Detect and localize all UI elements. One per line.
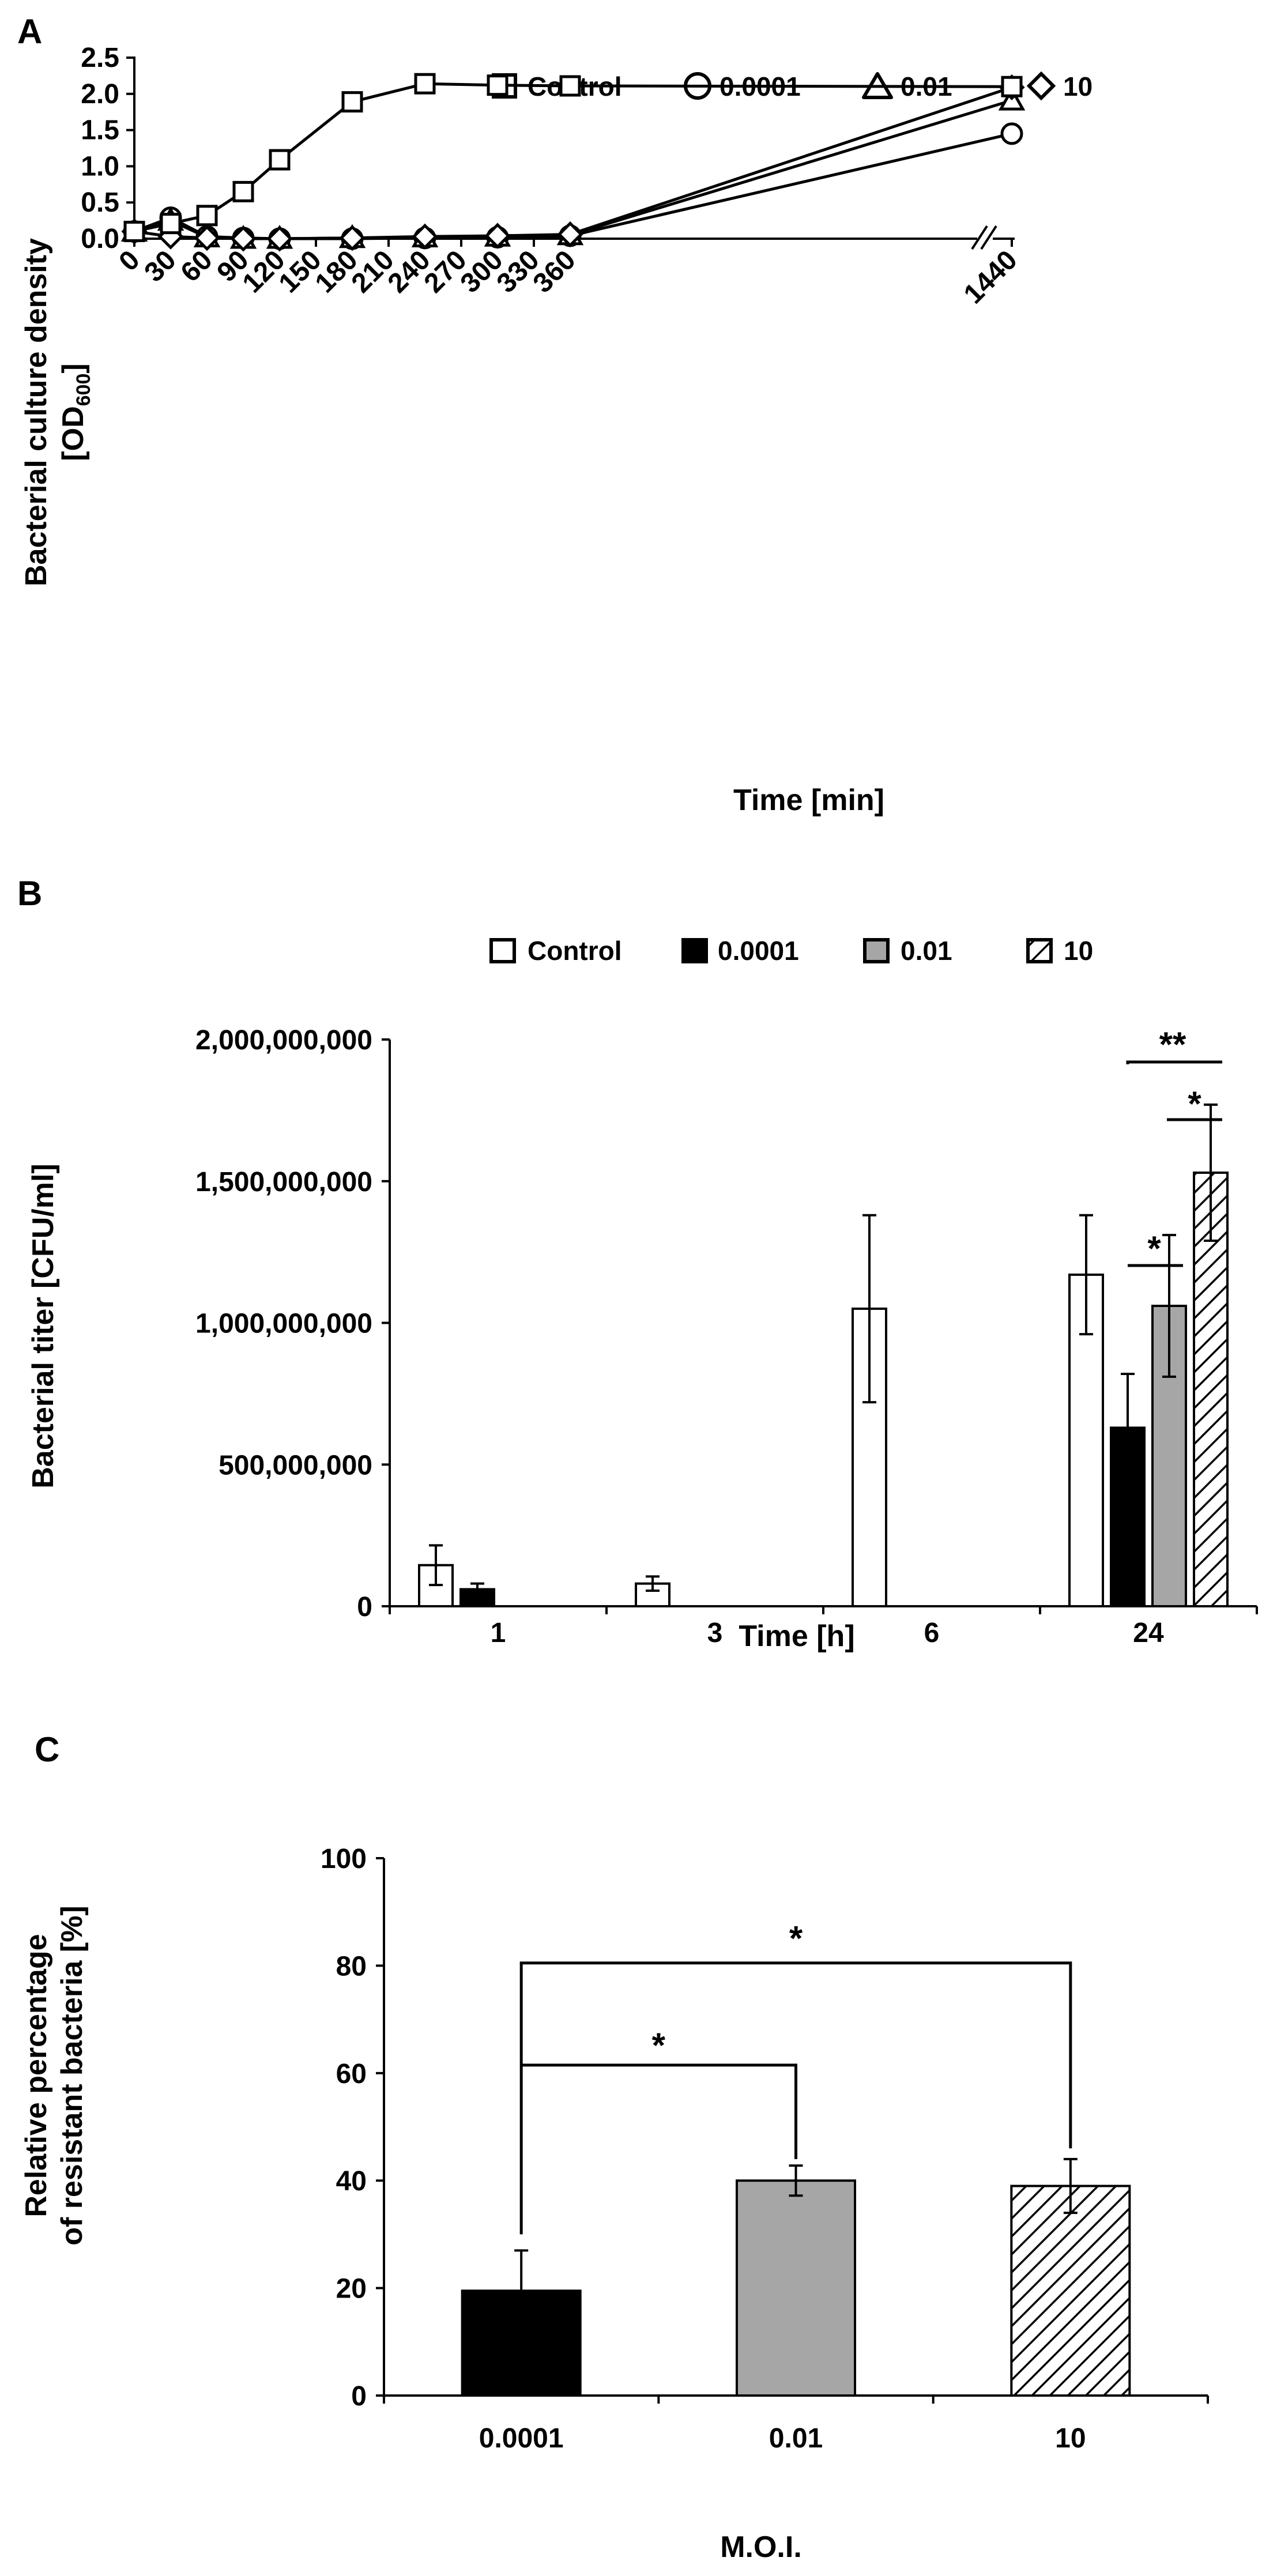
- panel-letter-c: C: [35, 1730, 59, 1769]
- data-point-10: [266, 225, 293, 252]
- y-axis-title-c-line2: of resistant bacteria [%]: [55, 1905, 89, 2246]
- legend-b-0.01-swatch: [863, 938, 890, 963]
- y-tick-label-c: 0: [351, 2381, 367, 2412]
- x-tick-label-c: 10: [1055, 2423, 1086, 2454]
- series-line-0.01: [134, 99, 1012, 240]
- y-axis-title-b: Bacterial titer [CFU/ml]: [27, 1163, 60, 1488]
- y-tick-label-c: 100: [321, 1844, 367, 1874]
- panel-letter-a: A: [17, 12, 42, 51]
- legend-b: Control 0.0001 0.01 10: [489, 936, 1093, 966]
- panel-a: A Control 0.0001 0.01 10 Bacterial cultu…: [17, 12, 1093, 817]
- x-tick-label-b: 6: [924, 1618, 940, 1648]
- data-point-Control: [123, 220, 145, 242]
- annotations-c: **: [519, 1919, 1072, 2235]
- y-axis-title-b-text: Bacterial titer [CFU/ml]: [27, 1163, 60, 1488]
- significance-star-0.0001-vs-0.01: *: [652, 2026, 666, 2065]
- data-point-10: [484, 223, 511, 249]
- legend-b-control-label: Control: [528, 936, 622, 966]
- y-axis-title-a-line1: Bacterial culture density: [20, 238, 53, 586]
- significance-star-0.01-vs-10: *: [1188, 1084, 1201, 1123]
- y-axis-title-c: Relative percentage of resistant bacteri…: [20, 1905, 89, 2246]
- data-point-10: [230, 225, 257, 252]
- y-tick-label-a: 0.5: [81, 187, 119, 218]
- y-tick-label-b: 500,000,000: [219, 1450, 372, 1481]
- y-tick-label-a: 0.0: [81, 224, 119, 254]
- data-point-Control: [160, 213, 182, 235]
- x-tick-label-b: 1: [491, 1618, 506, 1648]
- data-point-Control: [559, 75, 581, 97]
- series-a: [120, 73, 1026, 252]
- y-tick-label-b: 1,000,000,000: [195, 1309, 372, 1339]
- bar-0.01: [736, 2179, 856, 2397]
- y-axis-title-c-line1: Relative percentage: [20, 1934, 53, 2217]
- y-tick-label-a: 1.5: [81, 115, 119, 146]
- series-line-10: [134, 86, 1012, 240]
- series-line-Control: [134, 82, 1012, 233]
- y-axis-title-a-line2: [OD600]: [56, 363, 95, 461]
- significance-bracket-0.0001-vs-10: [519, 1961, 1072, 2149]
- legend-b-control-swatch: [489, 938, 516, 963]
- data-point-Control: [487, 74, 508, 96]
- x-tick-label-c: 0.0001: [479, 2423, 564, 2454]
- significance-bracket-0.0001-vs-10: [1126, 1060, 1222, 1064]
- significance-star-0.0001-vs-10: *: [789, 1919, 803, 1958]
- panel-letter-b: B: [17, 874, 42, 913]
- y-tick-label-c: 20: [336, 2274, 367, 2304]
- legend-a-10-label: 10: [1063, 71, 1093, 101]
- significance-star-0.0001-vs-0.01: *: [1147, 1229, 1161, 1268]
- axis-break-mark-1: [971, 225, 988, 250]
- axis-break-mark-2: [980, 225, 997, 250]
- series-line-0.0001: [134, 132, 1012, 240]
- x-tick-label-b: 24: [1133, 1618, 1164, 1648]
- y-tick-label-b: 2,000,000,000: [195, 1025, 372, 1056]
- y-tick-label-a: 2.0: [81, 79, 119, 110]
- y-tick-label-c: 40: [336, 2166, 367, 2197]
- data-point-0.0001: [1000, 122, 1023, 145]
- legend-a-10-marker: [1026, 71, 1056, 101]
- y-axis-title-a: Bacterial culture density [OD600]: [20, 238, 95, 586]
- x-tick-label-c: 0.01: [769, 2423, 823, 2454]
- legend-b-0.0001-swatch: [681, 938, 708, 963]
- x-axis-title-a: Time [min]: [733, 784, 884, 817]
- legend-b-10-swatch: [1026, 938, 1053, 963]
- y-tick-label-a: 1.0: [81, 151, 119, 182]
- significance-star-0.0001-vs-10: **: [1159, 1025, 1186, 1064]
- x-axis-title-b: Time [h]: [739, 1620, 854, 1653]
- panel-b: B Control 0.0001 0.01 10 Bacterial titer…: [17, 874, 1258, 1653]
- data-point-10: [339, 225, 366, 251]
- data-point-Control: [341, 91, 363, 113]
- y-tick-label-b: 0: [357, 1592, 372, 1622]
- x-axis-title-c: M.O.I.: [720, 2530, 802, 2564]
- bar-10-24: [1193, 1172, 1229, 1607]
- x-tick-label-a: 360: [528, 244, 582, 299]
- significance-bracket-0.0001-vs-0.01: [519, 2063, 797, 2235]
- x-tick-label-a: 1440: [958, 244, 1023, 310]
- data-point-Control: [414, 73, 436, 95]
- bars-b: [418, 1104, 1229, 1608]
- legend-b-0.0001-label: 0.0001: [718, 936, 799, 966]
- data-point-Control: [1001, 76, 1023, 97]
- data-point-Control: [196, 205, 218, 227]
- data-point-10: [194, 225, 220, 251]
- bar-10: [1010, 2185, 1131, 2397]
- data-point-Control: [232, 180, 254, 202]
- legend-b-0.01-label: 0.01: [901, 936, 952, 966]
- bars-c: [461, 2157, 1131, 2397]
- y-tick-label-c: 60: [336, 2059, 367, 2089]
- data-point-Control: [269, 149, 291, 171]
- panel-c: C Relative percentage of resistant bacte…: [20, 1730, 1209, 2564]
- data-point-10: [412, 223, 438, 250]
- annotations-b: ****: [1126, 1025, 1222, 1268]
- y-tick-label-a: 2.5: [81, 43, 119, 73]
- y-tick-label-c: 80: [336, 1951, 367, 1982]
- x-tick-label-b: 3: [707, 1618, 723, 1648]
- y-tick-label-b: 1,500,000,000: [195, 1167, 372, 1197]
- legend-b-10-label: 10: [1064, 936, 1093, 966]
- data-point-10: [557, 221, 583, 247]
- axes-b: 0 500,000,000 1,000,000,000 1,500,000,000 2,…: [195, 1025, 1258, 1648]
